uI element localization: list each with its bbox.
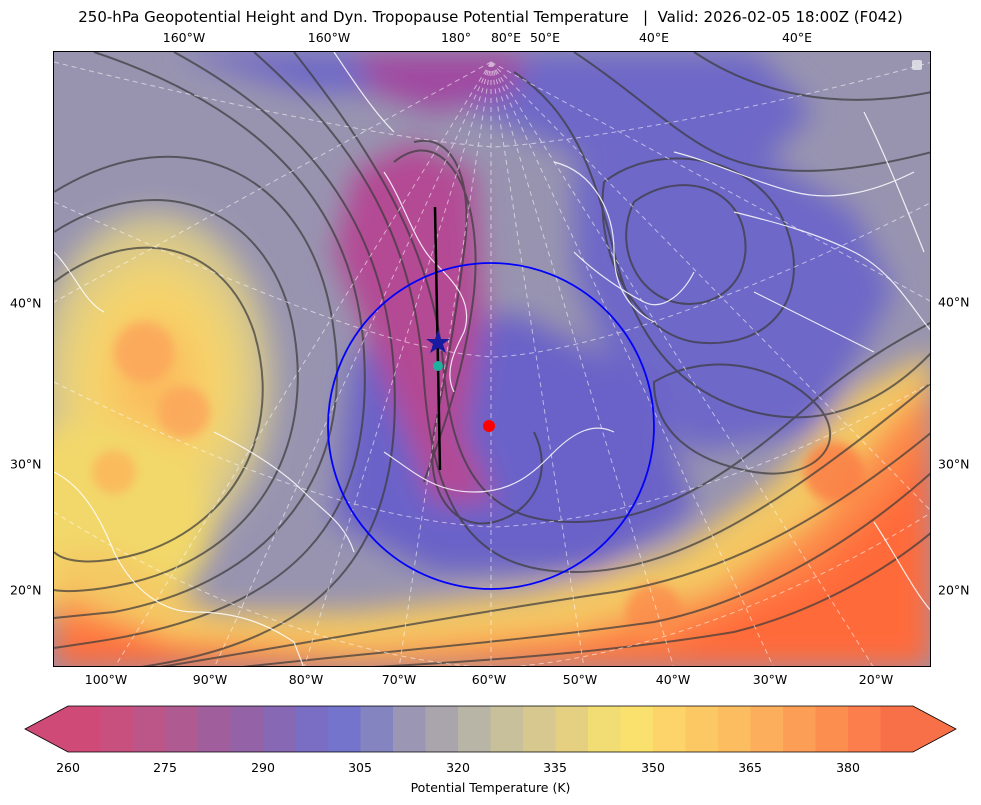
- colorbar-tick: 305: [348, 760, 372, 775]
- cool-region-north: [174, 52, 814, 172]
- top-lon-label: 160°W: [307, 30, 351, 45]
- red-marker: [483, 420, 495, 432]
- colorbar-segment: [880, 706, 914, 752]
- colorbar-tick: 350: [641, 760, 665, 775]
- colorbar-segment: [523, 706, 557, 752]
- range-ring: [327, 262, 655, 590]
- colorbar-segment: [653, 706, 687, 752]
- colorbar-tick: 335: [543, 760, 567, 775]
- colorbar-segment: [263, 706, 297, 752]
- colorbar-segment: [68, 706, 102, 752]
- bottom-lon-label: 80°W: [288, 672, 324, 687]
- colorbar-segment: [295, 706, 329, 752]
- left-lat-label: 40°N: [10, 295, 42, 311]
- colorbar-segment: [620, 706, 654, 752]
- star-marker: [426, 330, 450, 353]
- coastlines: [54, 52, 930, 666]
- cold-trough: [334, 142, 494, 502]
- top-lon-label: 40°E: [638, 30, 670, 45]
- bottom-lon-label: 50°W: [562, 672, 598, 687]
- hot-band-south: [54, 384, 930, 666]
- colorbar-segment: [100, 706, 134, 752]
- colorbar-segment: [555, 706, 589, 752]
- colorbar-tick: 365: [738, 760, 762, 775]
- bottom-lon-label: 60°W: [471, 672, 507, 687]
- colorbar-segment: [165, 706, 199, 752]
- colorbar-extend-min: [25, 706, 68, 752]
- colorbar-segment: [133, 706, 167, 752]
- teal-marker: [433, 361, 443, 371]
- warm-speckle: [92, 322, 864, 640]
- colorbar-segment: [393, 706, 427, 752]
- colorbar-segment: [458, 706, 492, 752]
- right-lat-label: 40°N: [938, 294, 970, 310]
- colorbar-segment: [230, 706, 264, 752]
- right-lat-label: 30°N: [938, 456, 970, 472]
- cool-region-east: [574, 152, 894, 452]
- map-panel[interactable]: [53, 51, 931, 667]
- left-lat-label: 30°N: [10, 456, 42, 472]
- colorbar-tick: 290: [251, 760, 275, 775]
- top-lon-label: 80°E: [490, 30, 522, 45]
- colorbar-tick: 260: [56, 760, 80, 775]
- top-lon-label: 50°E: [529, 30, 561, 45]
- colorbar-segment: [815, 706, 849, 752]
- colorbar-segment: [783, 706, 817, 752]
- top-lon-label: 180°: [440, 30, 472, 45]
- colorbar-extend-max: [913, 706, 956, 752]
- temperature-field: [54, 52, 930, 666]
- graticule: [54, 61, 930, 666]
- colorbar-segment: [685, 706, 719, 752]
- right-lat-label: 20°N: [938, 582, 970, 598]
- colorbar-segment: [490, 706, 524, 752]
- colorbar-tick: 320: [446, 760, 470, 775]
- colorbar-tick: 380: [836, 760, 860, 775]
- bottom-lon-label: 30°W: [752, 672, 788, 687]
- colorbar-label: Potential Temperature (K): [410, 780, 571, 795]
- bottom-lon-label: 40°W: [655, 672, 691, 687]
- colorbar-segment: [718, 706, 752, 752]
- colorbar-segment: [328, 706, 362, 752]
- height-contours: [54, 52, 930, 666]
- colorbar-segment: [198, 706, 232, 752]
- bottom-lon-label: 90°W: [192, 672, 228, 687]
- map-canvas: [54, 52, 930, 666]
- top-lon-label: 40°E: [781, 30, 813, 45]
- corner-marker: [912, 60, 922, 70]
- colorbar-outline: [24, 705, 957, 753]
- colorbar: [24, 705, 957, 753]
- bottom-lon-label: 100°W: [84, 672, 128, 687]
- colorbar-segment: [588, 706, 622, 752]
- top-lon-label: 160°W: [162, 30, 206, 45]
- colorbar-segment: [848, 706, 882, 752]
- colorbar-segment: [750, 706, 784, 752]
- map-title: 250-hPa Geopotential Height and Dyn. Tro…: [78, 8, 903, 26]
- colorbar-tick: 275: [153, 760, 177, 775]
- colorbar-segment: [360, 706, 394, 752]
- colorbar-segment: [425, 706, 459, 752]
- bottom-lon-label: 20°W: [858, 672, 894, 687]
- bottom-lon-label: 70°W: [381, 672, 417, 687]
- left-lat-label: 20°N: [10, 582, 42, 598]
- warm-band-south: [54, 353, 930, 666]
- annotations: [327, 60, 922, 590]
